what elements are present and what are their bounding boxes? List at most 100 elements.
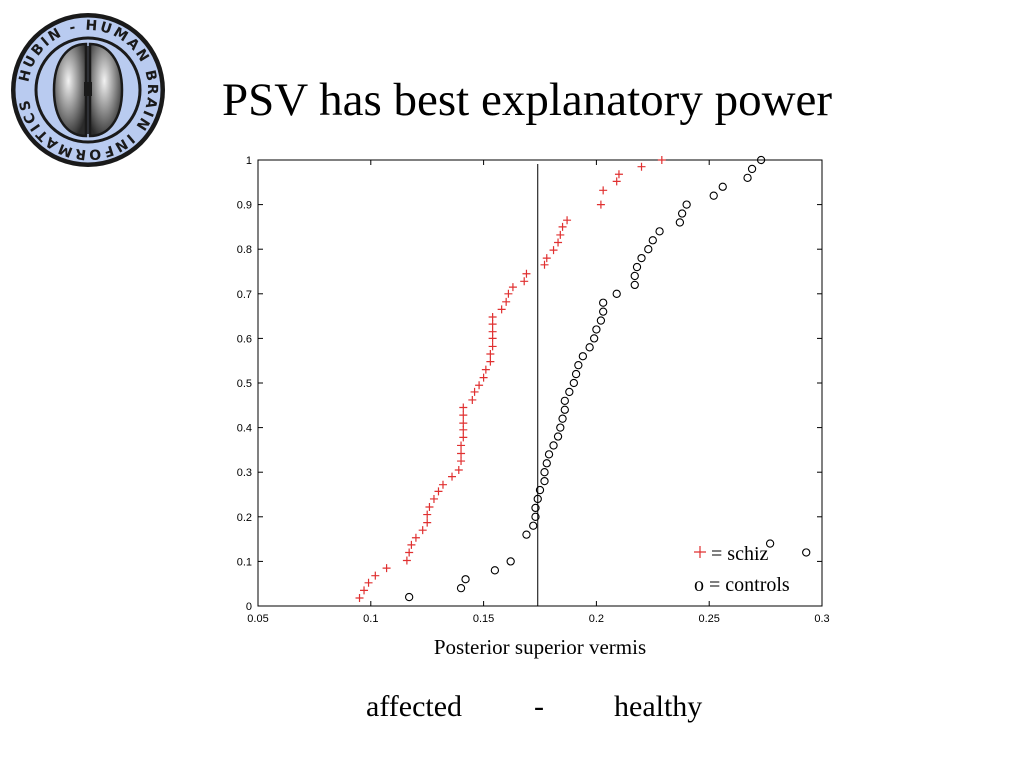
schiz-point <box>448 472 457 481</box>
schiz-point <box>459 433 468 442</box>
control-point <box>506 557 515 566</box>
schiz-point <box>459 403 468 412</box>
x-tick-label: 0.25 <box>698 613 719 625</box>
schiz-point <box>470 387 479 396</box>
schiz-point <box>488 320 497 329</box>
x-axis-label: Posterior superior vermis <box>434 635 646 659</box>
slide-footer: affected - healthy <box>0 690 1024 734</box>
control-point <box>558 414 567 423</box>
schiz-point <box>488 342 497 351</box>
control-point <box>655 227 664 236</box>
schiz-point <box>459 425 468 434</box>
control-point <box>574 361 583 370</box>
control-point <box>540 476 549 486</box>
control-point <box>585 343 594 352</box>
schiz-point <box>423 518 432 527</box>
control-point <box>461 575 470 584</box>
y-tick-label: 0.3 <box>237 467 252 479</box>
schiz-point <box>371 571 380 580</box>
schiz-point <box>418 526 427 535</box>
schiz-point <box>434 487 443 496</box>
schiz-point <box>558 222 567 231</box>
schiz-point <box>423 510 432 519</box>
control-point <box>542 459 551 468</box>
schiz-point <box>486 350 495 359</box>
y-tick-label: 0.4 <box>237 423 252 435</box>
y-tick-label: 0.8 <box>237 244 252 256</box>
footer-affected: affected <box>366 690 463 723</box>
control-point <box>556 423 565 432</box>
schiz-point <box>504 289 513 298</box>
control-point <box>560 405 569 414</box>
control-point <box>677 209 687 218</box>
schiz-point <box>411 533 420 542</box>
schiz-point <box>488 327 497 336</box>
y-tick-label: 0.1 <box>237 556 252 568</box>
control-point <box>637 253 646 263</box>
y-tick-label: 0 <box>246 601 252 613</box>
plot-frame <box>257 159 823 607</box>
schiz-point <box>554 238 563 247</box>
y-tick-label: 0.2 <box>237 512 252 524</box>
x-tick-label: 0.05 <box>247 613 268 625</box>
schiz-point <box>520 277 529 286</box>
y-tick-label: 0.6 <box>237 333 252 345</box>
schiz-point <box>479 373 488 382</box>
control-point <box>747 164 757 174</box>
schiz-point <box>407 540 416 549</box>
schiz-point <box>596 200 605 209</box>
control-point <box>718 182 727 191</box>
control-point <box>529 521 538 530</box>
schiz-point <box>425 502 434 511</box>
brain-icon <box>52 42 124 138</box>
control-point <box>765 539 775 548</box>
control-point <box>535 485 545 495</box>
control-point <box>405 592 414 602</box>
control-point <box>565 387 574 397</box>
schiz-point <box>459 411 468 420</box>
schiz-point <box>612 177 621 186</box>
control-point <box>569 378 578 388</box>
schiz-point <box>457 449 466 458</box>
control-point <box>531 512 540 521</box>
control-point <box>630 271 639 281</box>
schiz-point <box>542 254 551 263</box>
schiz-point <box>657 156 666 164</box>
y-tick-label: 0.9 <box>237 200 252 212</box>
schiz-point <box>502 297 511 306</box>
legend-schiz-label: = schiz <box>711 543 768 565</box>
control-point <box>592 325 601 334</box>
schiz-point <box>382 564 391 573</box>
control-point <box>589 334 599 343</box>
control-point <box>632 262 642 272</box>
control-point <box>540 468 549 477</box>
control-point <box>544 450 554 459</box>
schiz-point <box>497 305 506 314</box>
schiz-point <box>457 457 466 466</box>
control-point <box>648 236 657 245</box>
schiz-point <box>488 312 497 321</box>
schiz-point <box>468 395 477 404</box>
schiz-point <box>405 548 414 557</box>
control-point <box>599 298 608 307</box>
schiz-point <box>459 419 468 428</box>
control-point <box>756 155 766 165</box>
control-point <box>553 432 563 441</box>
control-point <box>682 200 691 209</box>
schiz-point <box>637 162 646 171</box>
schiz-point <box>454 465 463 474</box>
control-point <box>533 494 542 504</box>
legend-controls-label: o = controls <box>694 574 790 596</box>
control-point <box>490 566 500 575</box>
schiz-point <box>475 381 484 390</box>
control-point <box>596 316 606 325</box>
schiz-point <box>563 216 572 225</box>
control-point <box>612 289 621 298</box>
schiz-point <box>614 170 623 179</box>
control-point <box>571 369 581 379</box>
schiz-point <box>508 283 517 292</box>
hubin-brain-logo: HUBIN - HUMAN BRAIN INFORMATICS - <box>8 10 165 167</box>
control-point <box>549 441 558 450</box>
schiz-point <box>540 260 549 269</box>
